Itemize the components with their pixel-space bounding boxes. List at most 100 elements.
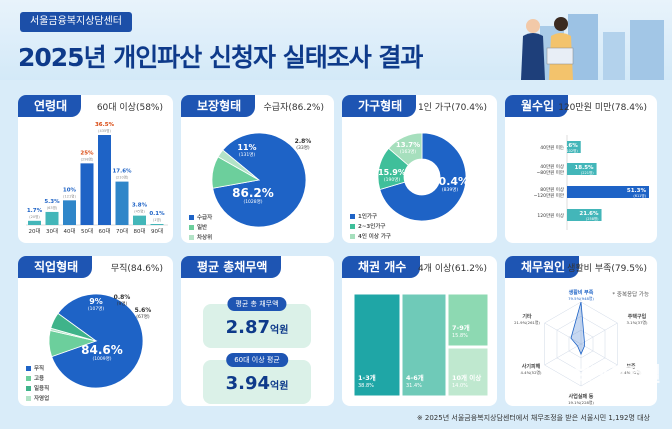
- category-label: 생활비 부족: [569, 289, 594, 296]
- card-summary: 생활비 부족(79.5%): [567, 264, 647, 274]
- radar-series: [570, 301, 585, 356]
- data-label: 19.1%(228명): [568, 400, 594, 405]
- bar: [567, 209, 602, 221]
- card-title: 평균 총채무액: [181, 256, 282, 278]
- count-label: (258명): [586, 216, 599, 221]
- bar: [133, 215, 146, 225]
- count-label: (33명): [296, 144, 310, 151]
- income-card: 월수입 120만원 미만(78.4%) 40만원 미만 8.6% (102명) 40만…: [505, 95, 657, 243]
- data-label: 3.1%(37명): [627, 320, 648, 325]
- treemap-cell: [401, 293, 447, 397]
- category-label: 4-6개: [406, 373, 424, 382]
- data-label: 5.6%: [135, 307, 152, 314]
- pie-slice: [50, 312, 97, 342]
- data-label: 4.4%(52명): [521, 370, 542, 375]
- data-label: 3.8%: [132, 203, 148, 209]
- count-label: (121명): [63, 193, 76, 198]
- card-summary: 4개 이상(61.2%): [417, 264, 487, 274]
- legend-label: 차상위: [197, 235, 213, 241]
- data-label: 86.2%: [232, 186, 274, 200]
- legend-label: 무직: [34, 366, 45, 372]
- category-label: 주택구입: [628, 313, 647, 320]
- count-label: (190명): [384, 176, 400, 183]
- data-label: 70.4%: [431, 175, 469, 188]
- data-label: 8.6%: [562, 143, 578, 149]
- header: 서울금융복지상담센터 2025년 개인파산 신청자 실태조사 결과: [0, 0, 672, 80]
- card-title: 보장형태: [181, 95, 256, 117]
- data-label: 13.7%: [396, 141, 420, 149]
- legend: 1인가구 2~3인가구 4인 이상 가구: [350, 212, 391, 242]
- radar-axis: [580, 343, 618, 366]
- card-summary: 무직(84.6%): [110, 264, 163, 274]
- box-label: 평균 총 채무액: [227, 297, 287, 311]
- center-tag: 서울금융복지상담센터: [20, 12, 132, 32]
- card-summary: 1인 가구(70.4%): [417, 103, 487, 113]
- tick-label: 120만원 이상: [537, 212, 564, 219]
- card-title: 직업형태: [18, 256, 93, 278]
- bar: [567, 163, 597, 175]
- category-label: 보증: [626, 363, 636, 370]
- watermark-sub: BRIDGE JOURNAL: [583, 384, 658, 392]
- bar: [567, 141, 581, 153]
- data-label: 0.8%: [114, 294, 131, 301]
- data-label: 38.8%: [358, 383, 374, 389]
- card-summary: 120만원 미만(78.4%): [558, 103, 647, 113]
- pie-slice: [217, 149, 260, 181]
- page-title: 2025년 개인파산 신청자 실태조사 결과: [18, 43, 423, 72]
- tick-label: 50대: [81, 227, 93, 235]
- count-label: (435명): [98, 128, 111, 133]
- count-label: (1028명): [243, 198, 262, 205]
- data-label: 14.0%: [452, 383, 468, 389]
- age-card: 연령대 60대 이상(58%) 1.7% (20명) 20대 5.3% (63명) 30대…: [18, 95, 173, 243]
- pie-slice: [379, 132, 467, 222]
- data-label: 15.8%: [452, 333, 468, 339]
- data-label: 21.6%: [579, 211, 599, 217]
- legend-label: 1인가구: [358, 214, 378, 220]
- card-title: 채무원인: [505, 256, 580, 278]
- category-label: 10개 이상: [452, 373, 481, 382]
- cause-note: * 중복응답 가능: [612, 292, 649, 298]
- box-label: 60대 이상 평균: [226, 353, 288, 367]
- data-label: 84.6%: [81, 343, 123, 357]
- legend-label: 일반: [197, 225, 208, 231]
- count-label: (20명): [29, 214, 40, 219]
- tick-label: 40대: [63, 227, 75, 235]
- tick-label: 70대: [116, 227, 128, 235]
- card-summary: 60대 이상(58%): [96, 103, 163, 113]
- data-label: 11%: [237, 143, 256, 152]
- count-label: (611명): [633, 193, 646, 198]
- bar: [115, 181, 129, 225]
- job-pie-chart: 84.6%(1009명) 9%(107명) 0.8%(9명) 5.6%(67명): [48, 293, 152, 389]
- tick-label: 20대: [28, 227, 40, 235]
- tick-label: 80대: [133, 227, 145, 235]
- data-label: 9%: [89, 297, 103, 306]
- data-label: 21.9%(261명): [514, 320, 540, 325]
- box-value: 3.94억원: [225, 373, 289, 394]
- legend-label: 자영업: [34, 396, 50, 402]
- tick-label: 60대: [98, 227, 110, 235]
- data-label: 36.5%: [95, 122, 115, 128]
- tick-label: ~80만원 미만: [537, 169, 565, 176]
- bar: [28, 220, 41, 225]
- tick-label: 30대: [46, 227, 58, 235]
- category-label: 1-3개: [358, 373, 376, 382]
- bar: [567, 186, 649, 198]
- pie-slice: [51, 293, 144, 389]
- count-label: (163명): [400, 148, 416, 155]
- legend-label: 2~3인가구: [358, 224, 386, 230]
- box-value: 2.87억원: [225, 317, 289, 338]
- count-label: (1009명): [92, 355, 111, 362]
- debt-60plus-box: 60대 이상 평균 3.94억원: [203, 353, 311, 404]
- debt-average-box: 평균 총 채무액 2.87억원: [203, 297, 311, 348]
- bar: [150, 224, 164, 225]
- data-label: 79.5%(948명): [568, 296, 594, 301]
- pie-slice: [388, 132, 423, 166]
- count-label: (1명): [153, 217, 162, 222]
- data-label: 18.5%: [574, 165, 594, 171]
- count-label: (63명): [47, 205, 58, 210]
- bar: [45, 211, 59, 225]
- income-bar-chart: 40만원 미만8.6%(102명) 40만원 이상~80만원 미만 18.5%(22…: [534, 135, 649, 230]
- count-label: (298명): [81, 156, 94, 161]
